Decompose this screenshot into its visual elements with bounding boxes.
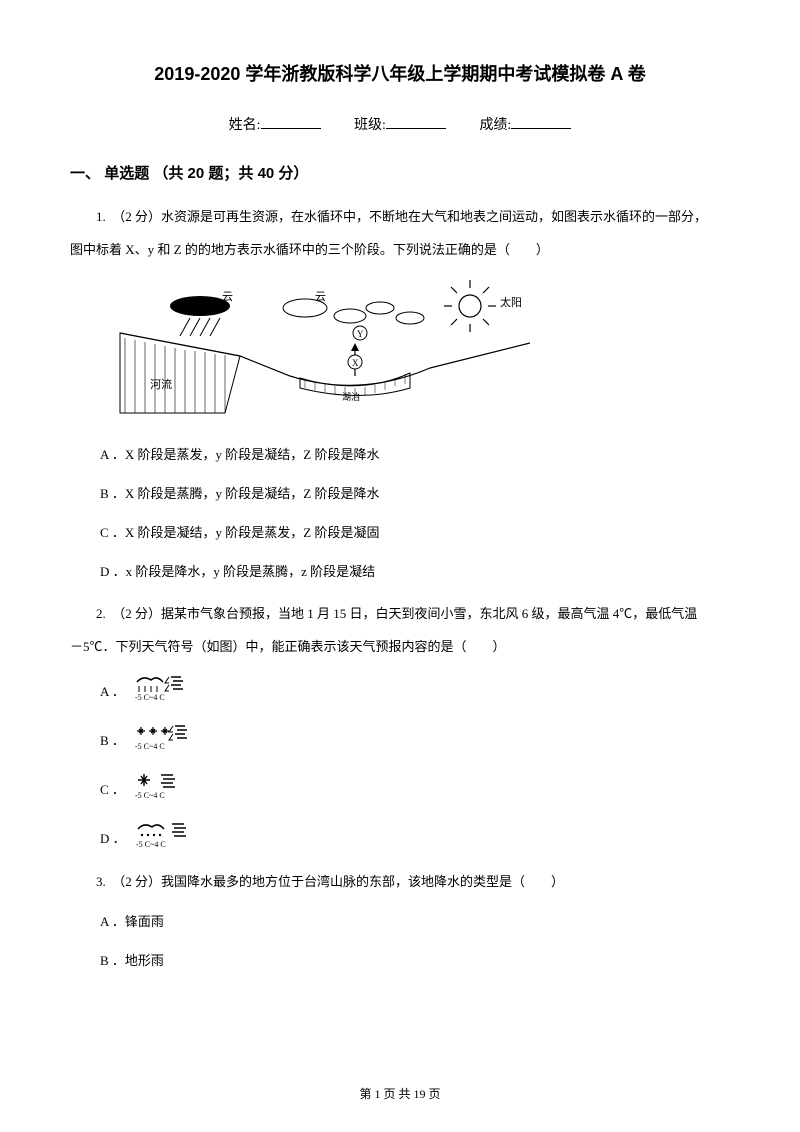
svg-text:-5 C~4 C: -5 C~4 C — [136, 840, 166, 849]
q3-option-b: B ．地形雨 — [100, 947, 730, 974]
weather-icon-b: -5 C~4 C — [133, 721, 193, 760]
q2-option-b: B ． -5 C~4 C — [100, 721, 730, 760]
q1-num: 1. — [96, 209, 106, 224]
section-number: 一、 — [70, 165, 100, 182]
q1-option-c: C ．X 阶段是凝结，y 阶段是蒸发，Z 阶段是凝固 — [100, 519, 730, 546]
svg-text:河流: 河流 — [150, 377, 172, 391]
water-cycle-diagram: 太阳 云 云 Y — [110, 278, 730, 423]
svg-text:X: X — [352, 358, 359, 368]
q2-option-c: C ． -5 C~4 C — [100, 770, 730, 809]
svg-text:云: 云 — [315, 291, 326, 303]
weather-icon-d: -5 C~4 C — [134, 819, 194, 858]
page-footer: 第 1 页 共 19 页 — [0, 1085, 800, 1102]
q2-option-a: A ． -5 C~4 C — [100, 672, 730, 711]
section-title: 单选题 — [104, 165, 149, 182]
name-blank — [261, 115, 321, 129]
q1-line2: 图中标着 X、y 和 Z 的的地方表示水循环中的三个阶段。下列说法正确的是（ ） — [70, 236, 730, 263]
name-label: 姓名: — [229, 118, 261, 133]
svg-text:云: 云 — [222, 291, 233, 303]
svg-text:湖泊: 湖泊 — [342, 392, 360, 402]
class-label: 班级: — [354, 118, 386, 133]
q3-option-a: A ．锋面雨 — [100, 908, 730, 935]
q2-line1: 2. （2 分）据某市气象台预报，当地 1 月 15 日，白天到夜间小雪，东北风… — [70, 600, 730, 627]
q2-text1: （2 分）据某市气象台预报，当地 1 月 15 日，白天到夜间小雪，东北风 6 … — [112, 606, 697, 621]
q3-num: 3. — [96, 874, 106, 889]
section-detail: （共 20 题；共 40 分） — [153, 165, 308, 182]
q1-option-b: B ．X 阶段是蒸腾，y 阶段是凝结，Z 阶段是降水 — [100, 480, 730, 507]
q1-option-d: D ．x 阶段是降水，y 阶段是蒸腾，z 阶段是凝结 — [100, 558, 730, 585]
q1-line1: 1. （2 分）水资源是可再生资源，在水循环中，不断地在大气和地表之间运动，如图… — [70, 203, 730, 230]
q1-text1: （2 分）水资源是可再生资源，在水循环中，不断地在大气和地表之间运动，如图表示水… — [112, 209, 707, 224]
q2-line2: －5℃．下列天气符号（如图）中，能正确表示该天气预报内容的是（ ） — [70, 633, 730, 660]
svg-text:-5 C~4 C: -5 C~4 C — [135, 693, 165, 702]
score-blank — [511, 115, 571, 129]
exam-title: 2019-2020 学年浙教版科学八年级上学期期中考试模拟卷 A 卷 — [70, 60, 730, 86]
q1-option-a: A ．X 阶段是蒸发，y 阶段是凝结，Z 阶段是降水 — [100, 441, 730, 468]
weather-icon-c: -5 C~4 C — [133, 770, 193, 809]
q3-text: 3. （2 分）我国降水最多的地方位于台湾山脉的东部，该地降水的类型是（ ） — [70, 868, 730, 895]
svg-text:-5 C~4 C: -5 C~4 C — [135, 742, 165, 751]
score-label: 成绩: — [479, 118, 511, 133]
svg-text:-5 C~4 C: -5 C~4 C — [135, 791, 165, 800]
weather-icon-a: -5 C~4 C — [133, 672, 193, 711]
q2-option-d: D ． -5 C~4 C — [100, 819, 730, 858]
svg-text:Y: Y — [357, 329, 364, 339]
sun-label: 太阳 — [500, 296, 522, 309]
q3-body: （2 分）我国降水最多的地方位于台湾山脉的东部，该地降水的类型是（ ） — [112, 874, 564, 889]
student-info-row: 姓名: 班级: 成绩: — [70, 114, 730, 134]
class-blank — [386, 115, 446, 129]
section-header: 一、 单选题 （共 20 题；共 40 分） — [70, 162, 730, 183]
q2-num: 2. — [96, 606, 106, 621]
